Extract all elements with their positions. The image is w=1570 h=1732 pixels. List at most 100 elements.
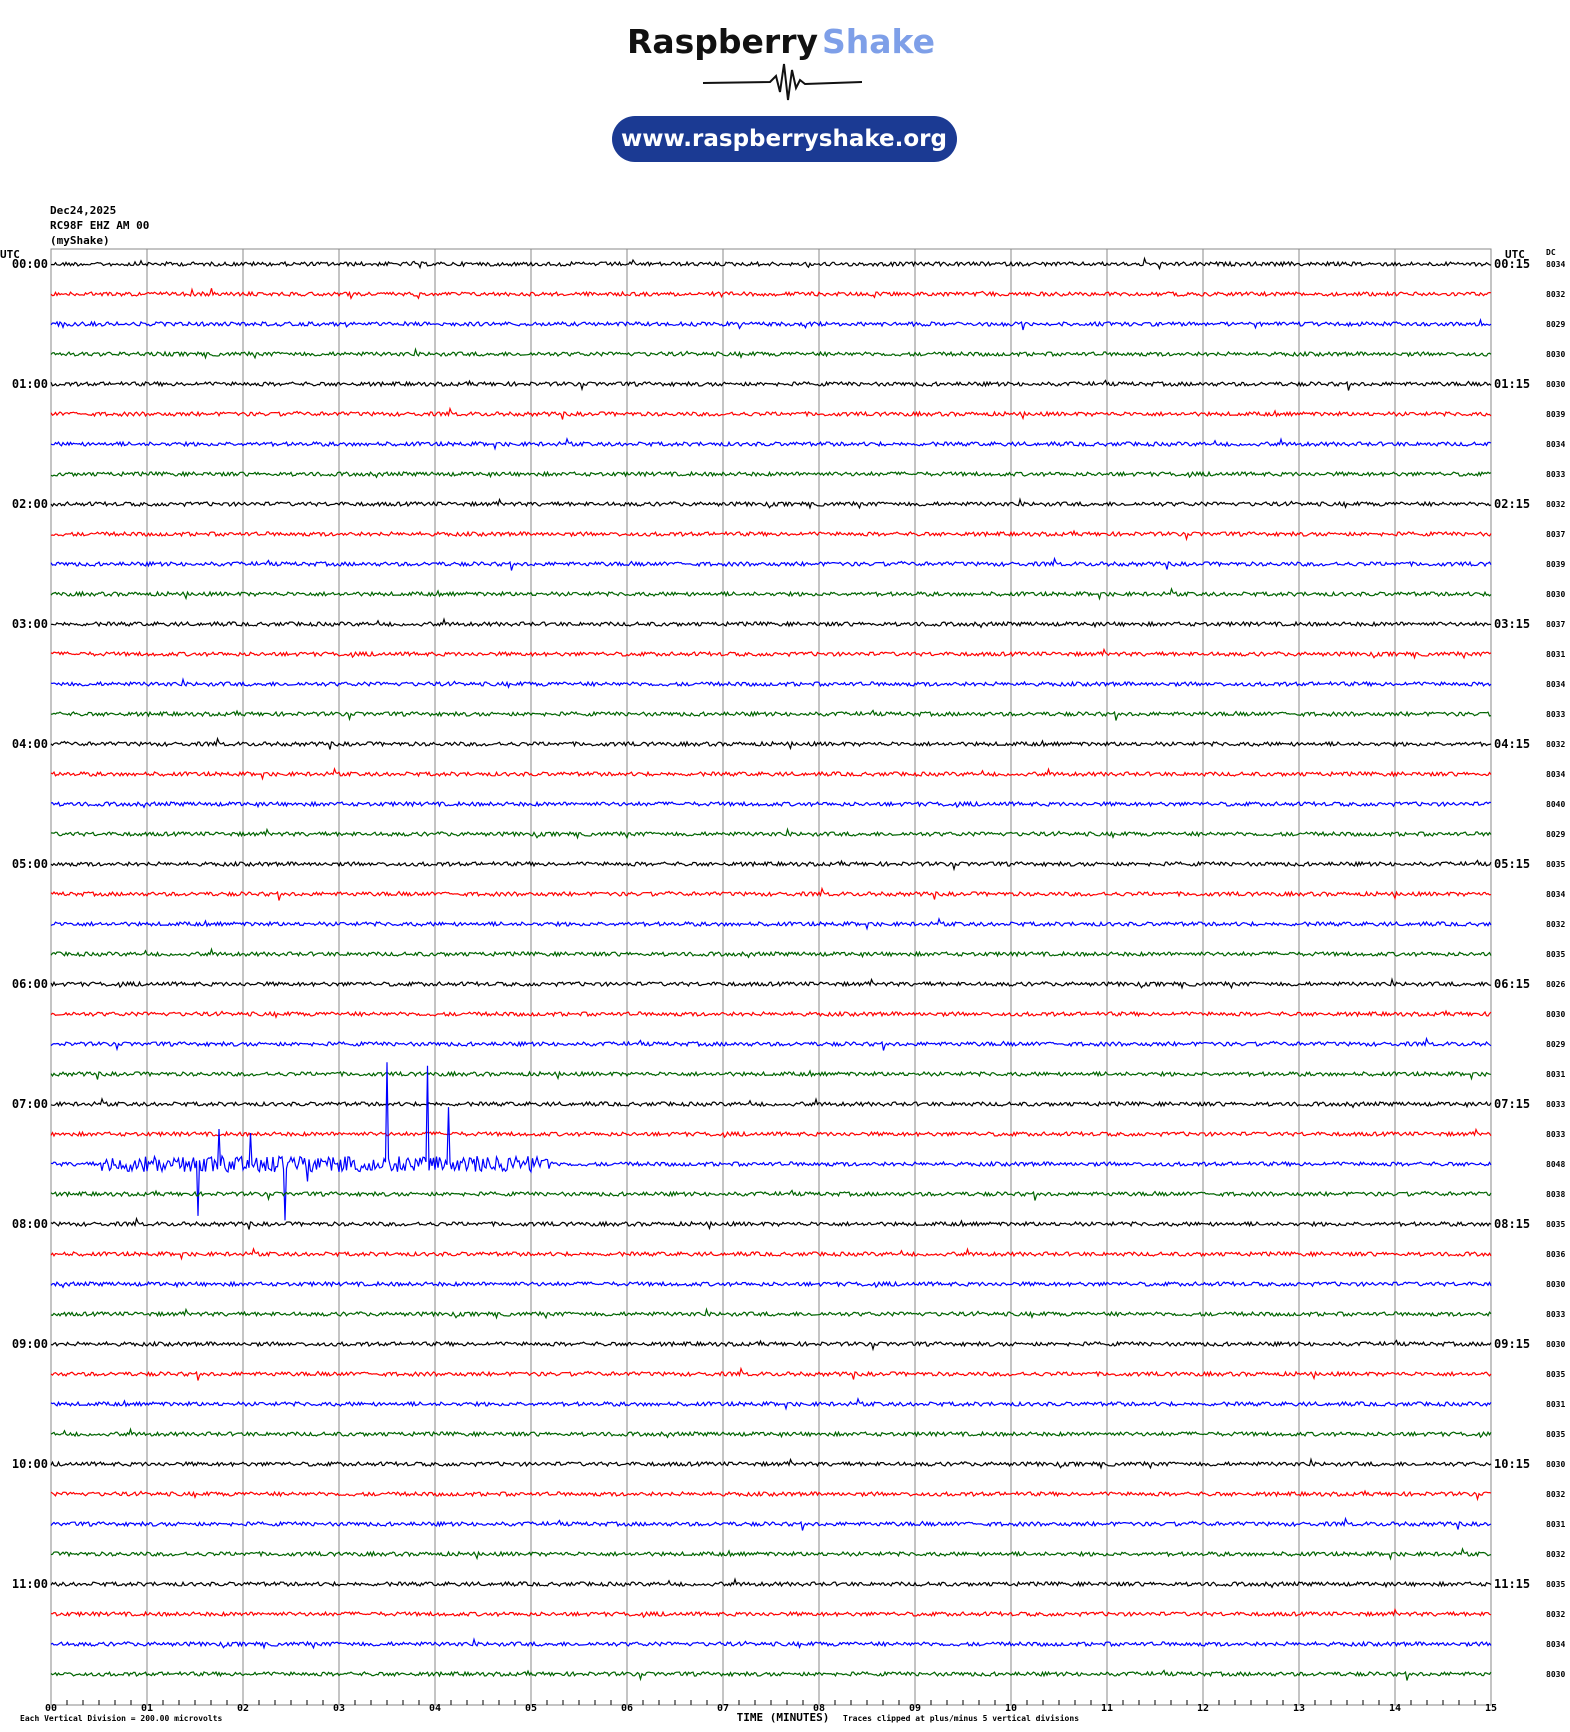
left-time: 07:00 (12, 1097, 48, 1111)
dc-value: 8030 (1546, 1460, 1565, 1469)
x-tick-label: 08 (813, 1703, 825, 1714)
dc-value: 8029 (1546, 320, 1565, 329)
x-tick-label: 15 (1485, 1703, 1497, 1714)
dc-value: 8048 (1546, 1160, 1565, 1169)
left-time: 03:00 (12, 617, 48, 631)
dc-value: 8030 (1546, 350, 1565, 359)
dc-value: 8031 (1546, 1520, 1565, 1529)
dc-value: 8032 (1546, 920, 1565, 929)
dc-value: 8029 (1546, 1040, 1565, 1049)
trace (50, 1637, 1492, 1650)
plot-frame (50, 248, 1492, 1706)
dc-value: 8030 (1546, 1340, 1565, 1349)
logo-wave (702, 63, 863, 101)
right-time: 10:15 (1494, 1457, 1530, 1471)
dc-value: 8035 (1546, 1580, 1565, 1589)
right-time: 04:15 (1494, 737, 1530, 751)
dc-value: 8032 (1546, 1550, 1565, 1559)
left-time: 11:00 (12, 1577, 48, 1591)
dc-title: DC (1546, 248, 1556, 257)
dc-value: 8035 (1546, 950, 1565, 959)
trace (50, 916, 1492, 931)
dc-value: 8034 (1546, 770, 1565, 779)
x-tick-label: 11 (1101, 1703, 1113, 1714)
right-time: 00:15 (1494, 257, 1530, 271)
right-time: 02:15 (1494, 497, 1530, 511)
clip-note: Traces clipped at plus/minus 5 vertical … (843, 1713, 1079, 1723)
trace (50, 1669, 1492, 1682)
trace (50, 977, 1491, 990)
dc-value: 8033 (1546, 470, 1565, 479)
trace (50, 406, 1492, 421)
trace (50, 256, 1492, 271)
trace (50, 647, 1492, 660)
trace (50, 379, 1492, 392)
dc-value: 8030 (1546, 1010, 1565, 1019)
trace (50, 497, 1492, 510)
dc-value: 8034 (1546, 1640, 1565, 1649)
dc-value: 8032 (1546, 1490, 1565, 1499)
x-tick-label: 07 (717, 1703, 729, 1714)
dc-value: 8035 (1546, 1220, 1565, 1229)
left-time: 01:00 (12, 377, 48, 391)
dc-value: 8037 (1546, 530, 1565, 539)
right-time: 07:15 (1494, 1097, 1530, 1111)
trace (50, 1366, 1492, 1381)
dc-value: 8040 (1546, 800, 1565, 809)
dc-value: 8026 (1546, 980, 1565, 989)
trace (50, 709, 1492, 722)
left-time: 10:00 (12, 1457, 48, 1471)
x-tick-label: 01 (141, 1703, 153, 1714)
source: (myShake) (50, 234, 110, 247)
left-time: 05:00 (12, 857, 48, 871)
dc-value: 8033 (1546, 1130, 1565, 1139)
scale-note: Each Vertical Division = 200.00 microvol… (20, 1713, 222, 1723)
left-time: 00:00 (12, 257, 48, 271)
right-axis-title: UTC (1505, 248, 1525, 261)
x-tick-label: 12 (1197, 1703, 1209, 1714)
trace (50, 1607, 1492, 1619)
trace (50, 287, 1492, 300)
dc-value: 8035 (1546, 860, 1565, 869)
right-time: 01:15 (1494, 377, 1530, 391)
x-tick-label: 04 (429, 1703, 441, 1714)
dc-value: 8036 (1546, 1250, 1565, 1259)
trace (50, 1069, 1492, 1081)
dc-value: 8033 (1546, 1310, 1565, 1319)
trace (50, 1489, 1492, 1502)
dc-value: 8032 (1546, 740, 1565, 749)
dc-value: 8038 (1546, 1190, 1565, 1199)
trace (50, 1457, 1492, 1470)
right-time: 03:15 (1494, 617, 1530, 631)
x-tick-label: 14 (1389, 1703, 1401, 1714)
x-axis-title: TIME (MINUTES) (737, 1711, 830, 1724)
trace (50, 1216, 1492, 1231)
trace (50, 1009, 1492, 1019)
url[interactable]: www.raspberryshake.org (621, 126, 947, 152)
dc-value: 8032 (1546, 500, 1565, 509)
x-tick-label: 06 (621, 1703, 633, 1714)
trace (50, 1577, 1492, 1589)
brand-light: Shake (822, 22, 935, 61)
dc-value: 8034 (1546, 680, 1565, 689)
dc-value: 8031 (1546, 1400, 1565, 1409)
trace (50, 1036, 1492, 1052)
dc-value: 8034 (1546, 260, 1565, 269)
left-time: 09:00 (12, 1337, 48, 1351)
trace (50, 1516, 1492, 1531)
trace (50, 586, 1492, 601)
right-time: 08:15 (1494, 1217, 1530, 1231)
brand-dark: Raspberry (627, 22, 818, 61)
right-time: 05:15 (1494, 857, 1530, 871)
trace (50, 800, 1492, 809)
url-pill[interactable] (612, 116, 957, 162)
trace (50, 1127, 1492, 1139)
x-tick-label: 09 (909, 1703, 921, 1714)
trace (50, 677, 1492, 689)
dc-value: 8035 (1546, 1370, 1565, 1379)
dc-value: 8039 (1546, 560, 1565, 569)
left-axis-title: UTC (0, 248, 20, 261)
x-tick-label: 13 (1293, 1703, 1305, 1714)
dc-value: 8033 (1546, 710, 1565, 719)
